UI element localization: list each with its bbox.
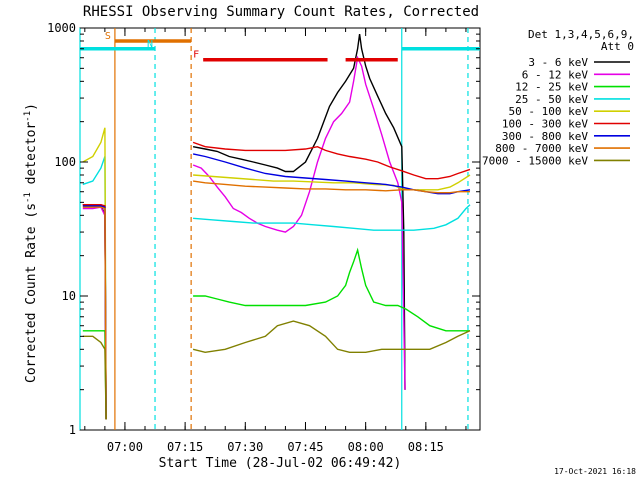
x-tick-label-2: 07:30 bbox=[227, 440, 263, 454]
annotation-layer: S N F bbox=[80, 31, 480, 62]
series-layer bbox=[82, 34, 471, 420]
series-line-4-0 bbox=[82, 127, 107, 420]
series-line-8-0 bbox=[82, 335, 107, 420]
legend-label-8: 7000 - 15000 keV bbox=[482, 154, 588, 167]
legend-label-5: 100 - 300 keV bbox=[502, 118, 588, 131]
chart-title: RHESSI Observing Summary Count Rates, Co… bbox=[83, 4, 479, 20]
date-stamp: 17-Oct-2021 16:18 bbox=[554, 467, 636, 476]
y-tick-label-1: 10 bbox=[62, 289, 76, 303]
series-line-3-0 bbox=[82, 156, 107, 420]
series-line-5-0 bbox=[82, 203, 107, 420]
series-line-6-0 bbox=[82, 205, 107, 420]
legend-label-0: 3 - 6 keV bbox=[528, 56, 588, 69]
flag-label-1: N bbox=[147, 39, 153, 50]
y-axis-label-sup1: -1 bbox=[23, 192, 33, 203]
legend-label-3: 25 - 50 keV bbox=[515, 93, 588, 106]
y-tick-label-3: 1000 bbox=[47, 21, 76, 35]
legend-label-6: 300 - 800 keV bbox=[502, 130, 588, 143]
series-line-8-1 bbox=[192, 320, 471, 354]
x-axis-label: Start Time (28-Jul-02 06:49:42) bbox=[159, 456, 402, 471]
legend-header-line2: Att 0 bbox=[601, 40, 634, 53]
legend-label-4: 50 - 100 keV bbox=[509, 105, 589, 118]
y-axis-label-sup2: -1 bbox=[23, 111, 33, 122]
flag-label-0: S bbox=[105, 31, 111, 42]
y-axis-label-tail: detector bbox=[24, 122, 39, 193]
y-axis-label-main: Corrected Count Rate (s bbox=[24, 203, 39, 383]
y-axis-label-close: ) bbox=[24, 103, 39, 111]
series-line-1-1 bbox=[192, 55, 406, 390]
series-line-5-1 bbox=[192, 141, 471, 180]
series-line-0-0 bbox=[82, 203, 107, 420]
series-line-1-0 bbox=[82, 206, 107, 420]
series-line-2-1 bbox=[193, 247, 470, 332]
series-line-3-1 bbox=[193, 204, 471, 231]
legend-label-7: 800 - 7000 keV bbox=[495, 142, 588, 155]
y-tick-label-0: 1 bbox=[69, 423, 76, 437]
flag-label-2: F bbox=[193, 50, 199, 61]
x-tick-label-1: 07:15 bbox=[167, 440, 203, 454]
x-tick-label-5: 08:15 bbox=[408, 440, 444, 454]
series-line-7-1 bbox=[193, 180, 470, 194]
legend-label-2: 12 - 25 keV bbox=[515, 81, 588, 94]
series-line-7-0 bbox=[82, 206, 107, 420]
x-tick-label-4: 08:00 bbox=[348, 440, 384, 454]
y-tick-label-2: 100 bbox=[54, 155, 76, 169]
series-line-6-1 bbox=[192, 153, 471, 195]
y-axis-label: Corrected Count Rate (s-1 detector-1) bbox=[23, 103, 39, 383]
series-line-4-1 bbox=[193, 174, 471, 191]
grid-layer bbox=[79, 28, 469, 430]
x-tick-label-0: 07:00 bbox=[107, 440, 143, 454]
legend-label-1: 6 - 12 keV bbox=[522, 68, 589, 81]
legend-header-line1: Det 1,3,4,5,6,9, bbox=[528, 28, 634, 41]
series-line-0-1 bbox=[192, 34, 406, 390]
tick-layer: 1 10 100 1000 07:00 07:15 07:30 07:45 08:00 08:15 bbox=[47, 21, 480, 454]
x-tick-label-3: 07:45 bbox=[287, 440, 323, 454]
